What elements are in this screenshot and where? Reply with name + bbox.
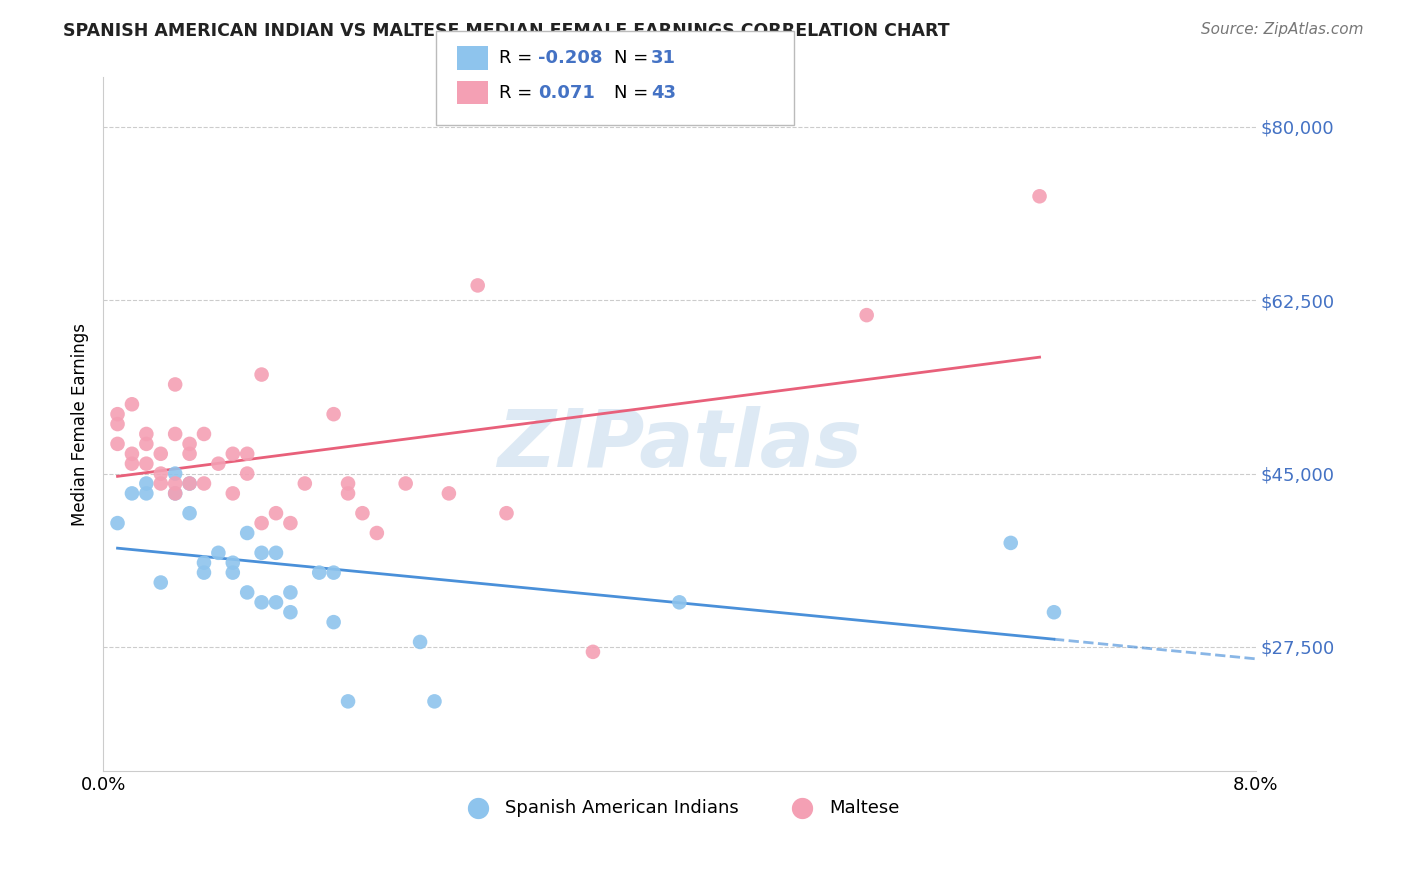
Text: R =: R = [499,84,538,102]
Legend: Spanish American Indians, Maltese: Spanish American Indians, Maltese [453,791,907,824]
Point [322,407,344,421]
Text: -0.208: -0.208 [538,49,603,67]
Point [264,506,287,520]
Point [855,308,877,322]
Point [149,476,172,491]
Text: ZIPatlas: ZIPatlas [496,406,862,483]
Point [149,575,172,590]
Point [337,694,360,708]
Point [337,486,360,500]
Point [582,645,605,659]
Point [149,447,172,461]
Point [366,526,388,541]
Point [121,457,143,471]
Point [280,585,302,599]
Point [179,476,201,491]
Text: 31: 31 [651,49,676,67]
Point [135,486,157,500]
Point [165,427,187,442]
Point [193,476,215,491]
Point [107,407,129,421]
Point [437,486,460,500]
Point [236,585,259,599]
Point [222,486,245,500]
Point [107,516,129,530]
Text: N =: N = [614,84,654,102]
Text: R =: R = [499,49,538,67]
Point [207,546,229,560]
Point [1043,605,1066,619]
Point [236,467,259,481]
Point [264,546,287,560]
Point [1028,189,1050,203]
Point [121,486,143,500]
Point [149,467,172,481]
Point [135,457,157,471]
Point [250,516,273,530]
Point [280,516,302,530]
Point [121,447,143,461]
Point [250,595,273,609]
Point [395,476,418,491]
Point [409,635,432,649]
Point [352,506,374,520]
Point [193,566,215,580]
Point [165,486,187,500]
Point [668,595,690,609]
Text: 0.071: 0.071 [538,84,595,102]
Point [165,467,187,481]
Point [322,566,344,580]
Point [337,476,360,491]
Point [222,556,245,570]
Point [222,566,245,580]
Point [250,368,273,382]
Point [207,457,229,471]
Y-axis label: Median Female Earnings: Median Female Earnings [72,323,89,525]
Point [135,476,157,491]
Point [280,605,302,619]
Point [179,437,201,451]
Point [193,427,215,442]
Point [236,526,259,541]
Point [165,377,187,392]
Point [322,615,344,629]
Text: Source: ZipAtlas.com: Source: ZipAtlas.com [1201,22,1364,37]
Point [165,476,187,491]
Text: SPANISH AMERICAN INDIAN VS MALTESE MEDIAN FEMALE EARNINGS CORRELATION CHART: SPANISH AMERICAN INDIAN VS MALTESE MEDIA… [63,22,950,40]
Point [165,486,187,500]
Point [135,427,157,442]
Point [179,476,201,491]
Point [423,694,446,708]
Point [1000,536,1022,550]
Point [179,447,201,461]
Point [222,447,245,461]
Point [467,278,489,293]
Point [179,506,201,520]
Point [236,447,259,461]
Point [135,437,157,451]
Point [495,506,517,520]
Point [264,595,287,609]
Point [308,566,330,580]
Point [121,397,143,411]
Point [107,417,129,431]
Point [294,476,316,491]
Text: N =: N = [614,49,654,67]
Text: 43: 43 [651,84,676,102]
Point [250,546,273,560]
Point [107,437,129,451]
Point [193,556,215,570]
